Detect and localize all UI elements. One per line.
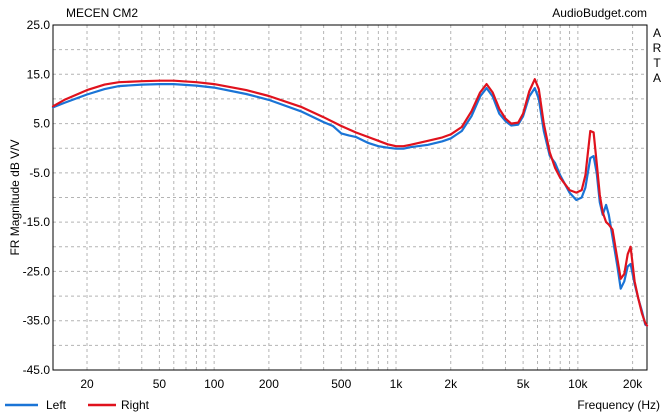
grid-lines [53,25,647,370]
y-tick-label: -15.0 [23,215,51,229]
x-tick-label: 200 [259,377,279,391]
series-line-right [51,78,649,327]
y-tick-label: 15.0 [27,67,51,81]
x-tick-label: 1k [390,377,404,391]
x-tick-label: 10k [568,377,588,391]
side-label-letter: A [653,71,661,85]
series-line-left [51,83,649,327]
side-label-letter: T [653,56,661,70]
y-axis-label: FR Magnitude dB V/V [8,139,22,255]
y-tick-label: -45.0 [23,363,51,377]
watermark-label: AudioBudget.com [552,6,647,20]
x-tick-label: 100 [204,377,224,391]
series-layer [51,78,649,327]
tick-labels: 20 50 100 200 500 1k 2k 5k 10k 20k 25.0 15.0 5.0 -5.0… [23,18,644,391]
x-tick-label: 50 [153,377,167,391]
y-tick-label: -25.0 [23,264,51,278]
x-tick-label: 20k [623,377,643,391]
x-tick-label: 2k [444,377,458,391]
x-axis-label: Frequency (Hz) [577,398,660,412]
x-tick-label: 20 [80,377,94,391]
y-tick-label: -35.0 [23,314,51,328]
y-tick-label: -5.0 [29,166,50,180]
x-tick-label: 5k [517,377,531,391]
legend-label-left: Left [46,398,67,412]
side-label-letter: A [653,26,661,40]
y-tick-label: 25.0 [27,18,51,32]
side-label-letter: R [653,41,662,55]
legend: Left Right [5,398,150,412]
plot-frame [52,24,648,371]
legend-label-right: Right [121,398,150,412]
y-tick-label: 5.0 [33,117,50,131]
x-tick-label: 500 [331,377,351,391]
chart-title: MECEN CM2 [66,6,138,20]
